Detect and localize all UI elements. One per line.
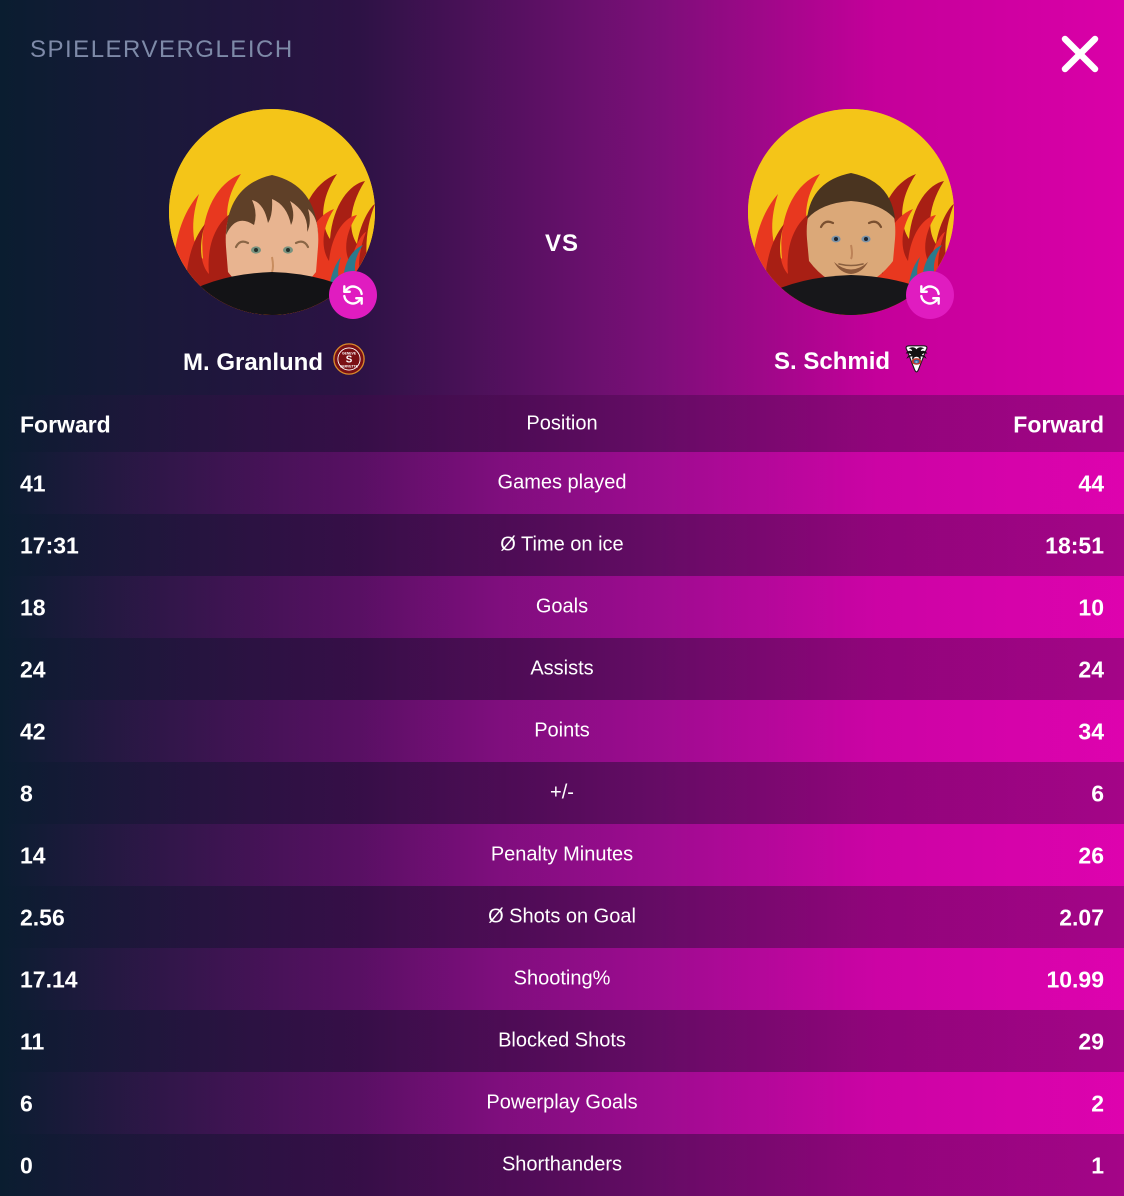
svg-text:S: S: [346, 355, 353, 366]
